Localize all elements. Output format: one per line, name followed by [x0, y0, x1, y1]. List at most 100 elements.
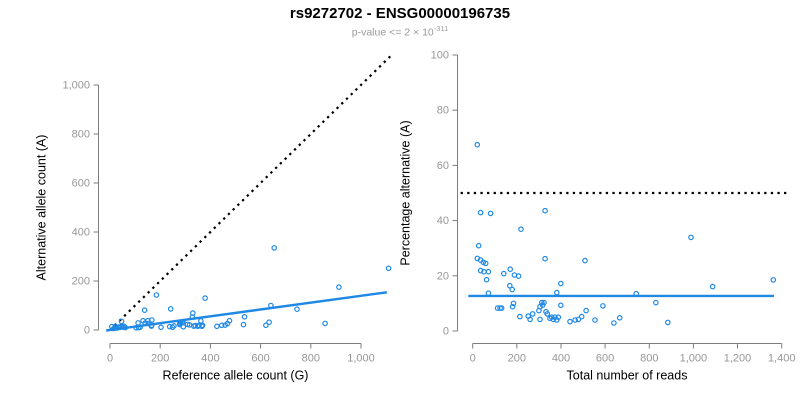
right-data-point: [517, 313, 523, 320]
left-data-point: [171, 322, 177, 329]
right-data-point: [688, 234, 694, 241]
right-data-point: [567, 318, 573, 325]
right-data-point: [485, 268, 492, 275]
left-data-point: [167, 306, 174, 312]
right-data-point: [557, 280, 564, 287]
right-data-point: [575, 316, 582, 323]
subtitle-text: p-value <= 2 × 10: [351, 26, 434, 39]
left-x-tick-label: 800: [302, 353, 320, 365]
left-data-point: [266, 319, 272, 326]
right-x-tick-label: 200: [508, 353, 526, 365]
left-data-point: [158, 324, 164, 331]
right-data-point: [507, 266, 514, 273]
left-data-point: [268, 302, 274, 309]
right-x-tick-label: 800: [640, 353, 658, 365]
right-data-point: [578, 313, 585, 320]
right-x-tick-label: 1,400: [768, 353, 796, 365]
right-data-point: [475, 242, 482, 249]
left-x-tick-label: 1,000: [347, 353, 375, 365]
left-x-tick-label: 400: [201, 353, 219, 365]
left-y-tick-label: 800: [72, 129, 90, 141]
left-y-tick-label: 400: [72, 227, 90, 239]
left-data-point: [111, 325, 117, 332]
left-data-point: [141, 307, 148, 314]
right-x-tick-label: 0: [470, 353, 476, 365]
right-y-axis-title: Percentage alternative (A): [399, 120, 413, 265]
right-data-point: [611, 320, 617, 326]
chart-title: rs9272702 - ENSG00000196735: [289, 5, 511, 22]
right-data-point: [542, 207, 548, 214]
right-data-point: [498, 305, 505, 311]
left-data-point: [385, 265, 392, 272]
right-data-point: [527, 316, 533, 323]
left-data-point: [149, 317, 155, 323]
left-y-tick-label: 0: [84, 325, 90, 337]
left-data-point: [114, 325, 120, 331]
left-data-point: [198, 318, 204, 324]
right-data-point: [770, 277, 777, 283]
right-data-point: [515, 273, 522, 279]
right-data-point: [664, 319, 671, 326]
left-y-tick-label: 200: [72, 276, 90, 288]
left-data-point: [148, 322, 155, 329]
right-data-point: [509, 303, 516, 310]
left-data-point: [196, 322, 202, 329]
left-data-point: [189, 314, 196, 320]
right-x-tick-label: 400: [552, 353, 570, 365]
left-data-point: [137, 324, 143, 331]
left-x-axis-title: Reference allele count (G): [163, 369, 309, 383]
left-identity-line: [109, 52, 394, 331]
left-x-tick-label: 600: [251, 353, 269, 365]
left-data-point: [294, 306, 300, 313]
right-x-tick-label: 1,200: [724, 353, 752, 365]
left-y-axis-title: Alternative allele count (A): [35, 135, 49, 281]
right-data-point: [518, 226, 524, 233]
right-data-point: [583, 307, 589, 314]
right-data-point: [553, 317, 560, 323]
left-data-point: [153, 292, 160, 298]
right-data-point: [506, 282, 513, 289]
right-x-tick-label: 1,000: [680, 353, 708, 365]
left-x-tick-label: 0: [107, 353, 113, 365]
left-y-tick-label: 600: [72, 178, 90, 190]
right-y-tick-label: 20: [437, 270, 449, 282]
chart-subtitle: p-value <= 2 × 10-311: [0, 24, 800, 39]
right-data-point: [592, 317, 598, 323]
left-data-point: [271, 245, 278, 251]
left-data-point: [241, 313, 248, 320]
right-data-point: [485, 290, 492, 297]
right-data-point: [653, 299, 659, 306]
left-data-point: [322, 320, 328, 327]
right-data-point: [544, 311, 551, 317]
left-y-tick-label: 1,000: [62, 80, 90, 92]
right-data-point: [477, 267, 484, 274]
right-x-tick-label: 600: [596, 353, 614, 365]
right-data-point: [538, 299, 545, 306]
right-y-tick-label: 80: [437, 105, 449, 117]
right-data-point: [477, 209, 484, 216]
right-data-point: [557, 302, 564, 309]
left-data-point: [263, 322, 269, 329]
left-x-tick-label: 200: [151, 353, 169, 365]
right-data-point: [582, 257, 588, 264]
left-data-point: [142, 320, 148, 326]
right-data-point: [509, 286, 516, 293]
left-data-point: [226, 317, 233, 324]
left-data-point: [135, 320, 141, 326]
right-data-point: [555, 314, 562, 321]
right-data-point: [553, 289, 560, 296]
right-x-axis-title: Total number of reads: [567, 369, 688, 383]
left-data-point: [214, 323, 220, 330]
right-data-point: [542, 255, 548, 262]
right-y-tick-label: 0: [443, 326, 449, 338]
right-data-point: [487, 210, 494, 217]
right-data-point: [510, 300, 517, 307]
right-data-point: [572, 317, 578, 323]
right-data-point: [500, 270, 507, 277]
left-data-point: [240, 321, 247, 328]
right-data-point: [709, 283, 716, 290]
right-data-point: [541, 299, 547, 306]
left-data-point: [120, 324, 126, 330]
